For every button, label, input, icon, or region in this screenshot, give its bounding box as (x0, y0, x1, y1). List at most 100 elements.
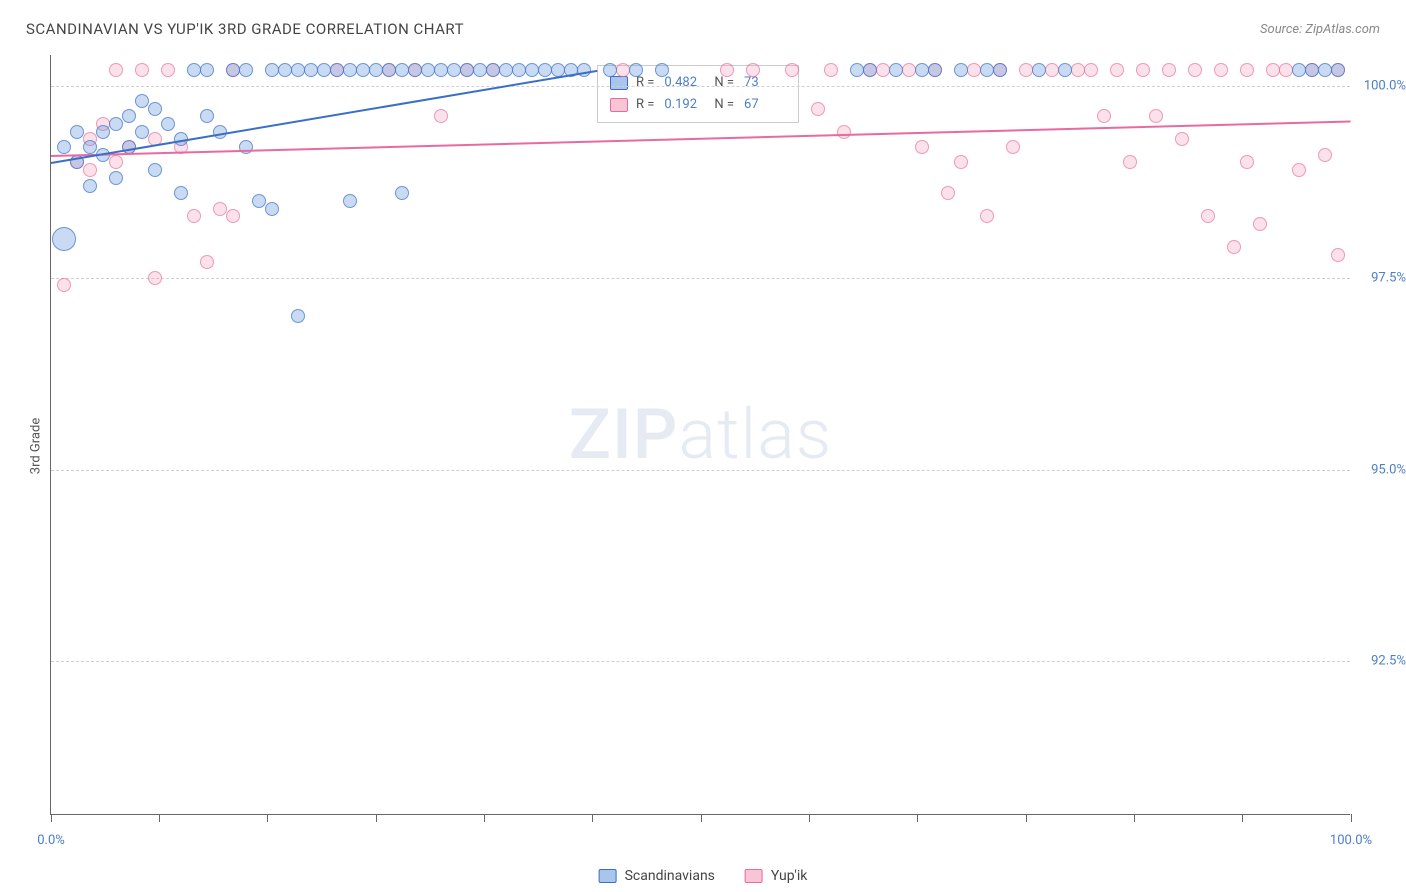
scatter-point (1058, 63, 1072, 77)
y-tick-label: 95.0% (1371, 462, 1406, 477)
x-tick (701, 814, 702, 822)
scatter-point (941, 186, 955, 200)
r-value-1: 0.482 (664, 72, 706, 94)
scatter-point (1331, 248, 1345, 262)
x-tick (267, 814, 268, 822)
scatter-point (473, 63, 487, 77)
scatter-point (421, 63, 435, 77)
scatter-point (1214, 63, 1228, 77)
watermark-atlas: atlas (678, 394, 832, 476)
scatter-point (265, 63, 279, 77)
scatter-point (824, 63, 838, 77)
scatter-point (265, 202, 279, 216)
scatter-point (356, 63, 370, 77)
scatter-point (200, 255, 214, 269)
scatter-point (1253, 217, 1267, 231)
scatter-point (304, 63, 318, 77)
r-label: R = (636, 94, 654, 116)
scatter-point (395, 186, 409, 200)
scatter-point (57, 140, 71, 154)
x-tick-label: 0.0% (37, 833, 65, 848)
scatter-point (512, 63, 526, 77)
scatter-point (655, 63, 669, 77)
chart-plot-area: ZIPatlas R = 0.482 N = 73 R = 0.192 N = … (50, 55, 1350, 815)
scatter-point (109, 171, 123, 185)
legend-swatch-blue-icon (599, 869, 617, 883)
scatter-point (148, 102, 162, 116)
scatter-point (52, 227, 76, 251)
scatter-point (109, 63, 123, 77)
scatter-point (187, 209, 201, 223)
scatter-point (876, 63, 890, 77)
scatter-point (382, 63, 396, 77)
chart-header: SCANDINAVIAN VS YUP'IK 3RD GRADE CORRELA… (26, 20, 1380, 38)
legend-swatch-pink-icon (745, 869, 763, 883)
scatter-point (369, 63, 383, 77)
scatter-point (1279, 63, 1293, 77)
scatter-point (902, 63, 916, 77)
legend-label-2: Yup'ik (771, 868, 807, 884)
scatter-point (525, 63, 539, 77)
scatter-point (629, 63, 643, 77)
swatch-pink-icon (610, 98, 628, 112)
scatter-point (213, 202, 227, 216)
scatter-point (434, 63, 448, 77)
x-tick-label: 100.0% (1330, 833, 1372, 848)
x-tick (51, 814, 52, 822)
chart-legend: Scandinavians Yup'ik (599, 868, 808, 884)
scatter-point (96, 125, 110, 139)
scatter-point (291, 309, 305, 323)
scatter-point (1240, 63, 1254, 77)
scatter-point (447, 63, 461, 77)
scatter-point (1149, 109, 1163, 123)
scatter-point (538, 63, 552, 77)
x-tick (159, 814, 160, 822)
scatter-point (135, 63, 149, 77)
scatter-point (1292, 63, 1306, 77)
stats-row-yupik: R = 0.192 N = 67 (610, 94, 786, 116)
x-tick (592, 814, 593, 822)
scatter-point (226, 63, 240, 77)
scatter-point (226, 209, 240, 223)
scatter-point (1305, 63, 1319, 77)
scatter-point (746, 63, 760, 77)
scatter-point (1175, 132, 1189, 146)
scatter-point (499, 63, 513, 77)
scatter-point (317, 63, 331, 77)
y-tick-label: 97.5% (1371, 270, 1406, 285)
gridline (51, 86, 1350, 87)
y-tick-label: 100.0% (1364, 78, 1406, 93)
gridline (51, 470, 1350, 471)
n-label: N = (714, 94, 734, 116)
scatter-point (408, 63, 422, 77)
scatter-point (1162, 63, 1176, 77)
r-value-2: 0.192 (664, 94, 706, 116)
scatter-point (1318, 148, 1332, 162)
scatter-point (1331, 63, 1345, 77)
scatter-point (837, 125, 851, 139)
scatter-point (1019, 63, 1033, 77)
y-tick-label: 92.5% (1371, 654, 1406, 669)
scatter-point (161, 63, 175, 77)
scatter-point (1110, 63, 1124, 77)
scatter-point (1032, 63, 1046, 77)
scatter-point (863, 63, 877, 77)
scatter-point (239, 63, 253, 77)
scatter-point (187, 63, 201, 77)
scatter-point (174, 186, 188, 200)
scatter-point (161, 117, 175, 131)
scatter-point (122, 109, 136, 123)
scatter-point (148, 163, 162, 177)
scatter-point (395, 63, 409, 77)
scatter-point (109, 117, 123, 131)
scatter-point (616, 63, 630, 77)
scatter-point (460, 63, 474, 77)
scatter-point (1240, 155, 1254, 169)
x-tick (1134, 814, 1135, 822)
n-value-2: 67 (744, 94, 786, 116)
scatter-point (1201, 209, 1215, 223)
scatter-point (1097, 109, 1111, 123)
scatter-point (928, 63, 942, 77)
scatter-point (1045, 63, 1059, 77)
scatter-point (83, 179, 97, 193)
